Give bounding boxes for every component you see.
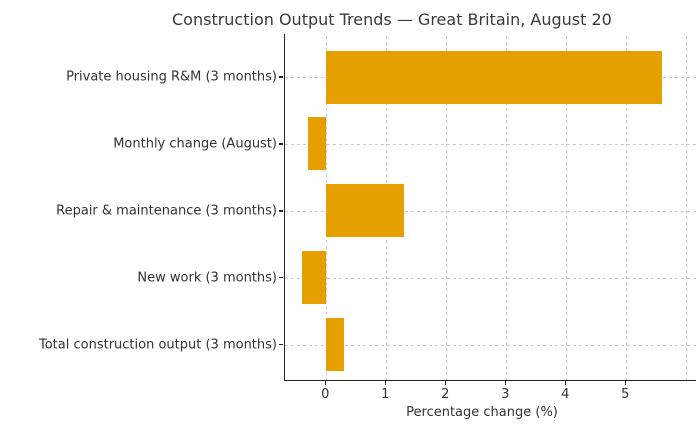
y-tick-mark — [279, 343, 283, 346]
horizontal-gridline — [285, 143, 696, 145]
category-label: Total construction output (3 months) — [39, 337, 277, 352]
y-tick-mark — [279, 143, 283, 145]
x-tick-mark — [564, 381, 566, 385]
x-axis-label: Percentage change (%) — [406, 405, 558, 420]
x-tick-label: 1 — [381, 387, 390, 402]
x-tick-mark — [384, 381, 386, 385]
x-tick-mark — [324, 381, 326, 385]
y-tick-mark — [279, 210, 283, 212]
x-tick-mark — [444, 381, 446, 385]
bar — [325, 184, 404, 238]
bar — [325, 318, 344, 371]
y-tick-mark — [279, 76, 283, 78]
category-label: Private housing R&M (3 months) — [66, 69, 277, 85]
x-tick-mark — [624, 381, 626, 385]
horizontal-gridline — [285, 210, 696, 212]
category-label: Monthly change (August) — [113, 136, 277, 152]
x-tick-label: 5 — [621, 387, 630, 402]
chart-title: Construction Output Trends — Great Brita… — [172, 10, 612, 29]
bar — [307, 117, 326, 171]
x-tick-label: 3 — [501, 387, 510, 402]
vertical-gridline — [625, 36, 627, 380]
vertical-gridline — [505, 36, 507, 380]
y-tick-mark — [279, 276, 283, 279]
category-label: New work (3 months) — [137, 270, 277, 286]
plot-area — [284, 34, 696, 381]
x-tick-label: 0 — [321, 387, 330, 402]
x-tick-mark — [504, 381, 506, 385]
bar — [301, 251, 326, 305]
horizontal-gridline — [285, 344, 696, 346]
x-tick-label: 4 — [561, 387, 570, 402]
vertical-gridline — [565, 36, 567, 380]
x-tick-label: 2 — [441, 387, 450, 402]
vertical-gridline — [445, 36, 447, 380]
horizontal-gridline — [285, 277, 696, 279]
vertical-gridline — [685, 36, 687, 380]
bar — [325, 50, 662, 104]
category-label: Repair & maintenance (3 months) — [56, 203, 277, 219]
